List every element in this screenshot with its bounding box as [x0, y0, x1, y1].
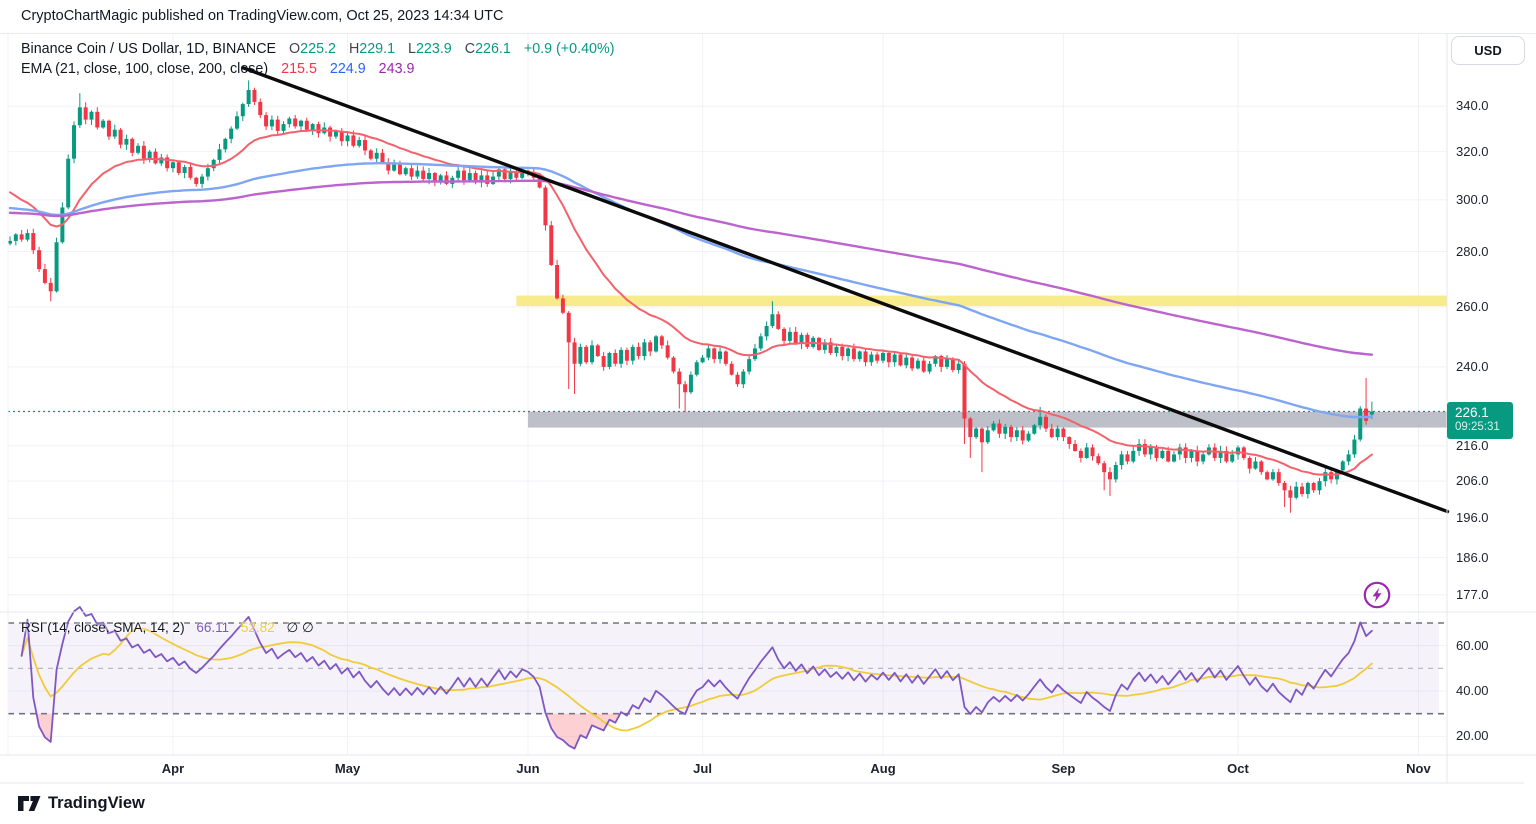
month-label: Nov: [1406, 761, 1431, 776]
month-label: Jun: [516, 761, 540, 776]
price-tick-label: 206.0: [1456, 473, 1489, 489]
price-tick-label: 280.0: [1456, 243, 1489, 259]
price-tick-label: 216.0: [1456, 437, 1489, 453]
price-tick-label: 340.0: [1456, 98, 1489, 114]
price-tick-label: 177.0: [1456, 586, 1489, 602]
attribution-text: CryptoChartMagic published on TradingVie…: [21, 8, 504, 24]
high-label: H: [348, 41, 360, 57]
rsi-tick-label: 20.00: [1456, 728, 1489, 744]
low-value: 223.9: [415, 41, 452, 57]
month-label: Sep: [1051, 761, 1076, 776]
close-label: C: [464, 41, 476, 57]
price-tick-label: 260.0: [1456, 298, 1489, 314]
ema-legend[interactable]: EMA (21, close, 100, close, 200, close) …: [21, 61, 414, 77]
low-label: L: [408, 41, 416, 57]
month-label: Oct: [1227, 761, 1249, 776]
rsi-tick-label: 60.00: [1456, 637, 1489, 653]
ema21-value: 215.5: [281, 61, 317, 77]
price-tick-label: 300.0: [1456, 191, 1489, 207]
last-price-value: 226.1: [1455, 404, 1489, 420]
tradingview-logo-icon: [18, 796, 41, 811]
rsi-sma-value: 52.82: [240, 620, 275, 635]
rsi-value: 66.11: [196, 620, 230, 635]
price-tick-label: 186.0: [1456, 549, 1489, 565]
ema100-value: 224.9: [329, 61, 366, 77]
high-value: 229.1: [359, 41, 396, 57]
rsi-empty-value-2: ∅: [301, 620, 314, 635]
rsi-tick-label: 40.00: [1456, 683, 1489, 699]
month-label: Aug: [870, 761, 896, 776]
symbol-title: Binance Coin / US Dollar, 1D, BINANCE: [21, 41, 277, 57]
rsi-empty-value-1: ∅: [286, 620, 299, 635]
price-tick-label: 196.0: [1456, 510, 1489, 526]
candle-countdown-timer: 09:25:31: [1455, 420, 1500, 433]
price-tick-label: 320.0: [1456, 143, 1489, 159]
close-value: 226.1: [475, 41, 511, 57]
attribution-bar: CryptoChartMagic published on TradingVie…: [0, 0, 1536, 34]
price-tick-label: 240.0: [1456, 358, 1489, 374]
tradingview-brand-text: TradingView: [48, 794, 145, 812]
symbol-legend[interactable]: Binance Coin / US Dollar, 1D, BINANCE O2…: [21, 41, 614, 57]
open-value: 225.2: [300, 41, 336, 57]
tradingview-attribution-link[interactable]: TradingView: [17, 793, 145, 814]
lightning-icon: [1363, 581, 1391, 609]
rsi-legend-title: RSI (14, close, SMA, 14, 2): [21, 620, 185, 635]
last-price-badge: 226.1 09:25:31: [1447, 401, 1513, 439]
rsi-legend[interactable]: RSI (14, close, SMA, 14, 2) 66.11 52.82 …: [21, 620, 314, 636]
change-value: +0.9 (+0.40%): [523, 41, 615, 57]
currency-toggle-button[interactable]: USD: [1451, 36, 1525, 65]
open-label: O: [289, 41, 301, 57]
ema-legend-title: EMA (21, close, 100, close, 200, close): [21, 61, 269, 77]
boost-button[interactable]: [1362, 580, 1392, 610]
month-label: Jul: [693, 761, 712, 776]
month-label: May: [334, 761, 361, 776]
month-label: Apr: [161, 761, 185, 776]
ema200-value: 243.9: [378, 61, 415, 77]
